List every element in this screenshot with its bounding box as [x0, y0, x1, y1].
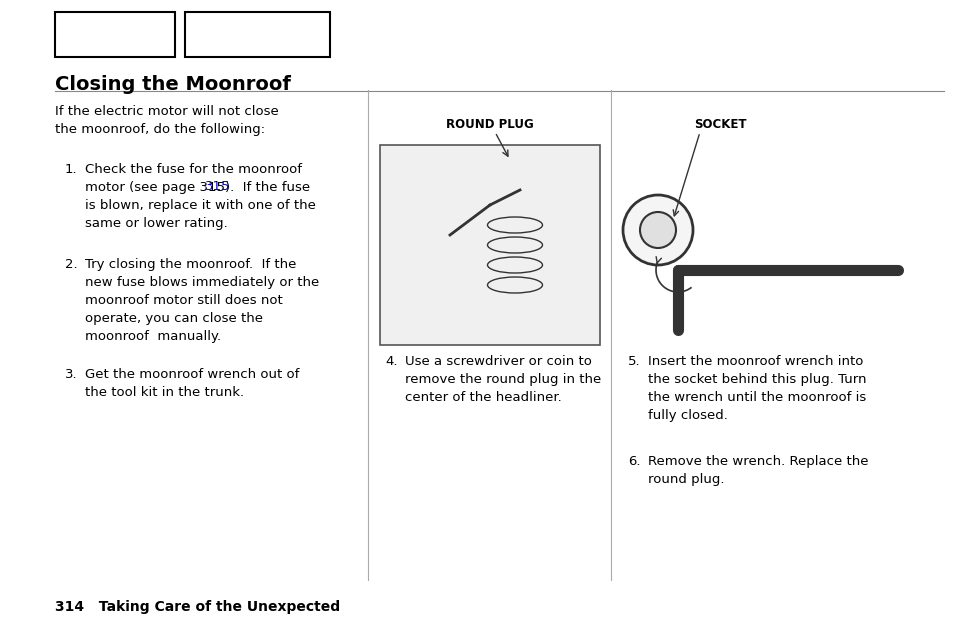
Circle shape — [639, 212, 676, 248]
Text: Insert the moonroof wrench into
the socket behind this plug. Turn
the wrench unt: Insert the moonroof wrench into the sock… — [647, 355, 865, 422]
Text: 314   Taking Care of the Unexpected: 314 Taking Care of the Unexpected — [55, 600, 340, 614]
FancyBboxPatch shape — [379, 145, 599, 345]
Text: Use a screwdriver or coin to
remove the round plug in the
center of the headline: Use a screwdriver or coin to remove the … — [405, 355, 600, 404]
Text: Closing the Moonroof: Closing the Moonroof — [55, 75, 291, 94]
Text: ROUND PLUG: ROUND PLUG — [446, 118, 534, 131]
Text: If the electric motor will not close
the moonroof, do the following:: If the electric motor will not close the… — [55, 105, 278, 136]
Text: Get the moonroof wrench out of
the tool kit in the trunk.: Get the moonroof wrench out of the tool … — [85, 368, 299, 399]
Text: 315: 315 — [205, 180, 231, 193]
Text: Remove the wrench. Replace the
round plug.: Remove the wrench. Replace the round plu… — [647, 455, 867, 486]
Text: Try closing the moonroof.  If the
new fuse blows immediately or the
moonroof mot: Try closing the moonroof. If the new fus… — [85, 258, 319, 343]
Text: 2.: 2. — [65, 258, 77, 271]
Text: 5.: 5. — [627, 355, 640, 368]
Text: SOCKET: SOCKET — [693, 118, 745, 131]
Circle shape — [622, 195, 692, 265]
FancyBboxPatch shape — [55, 12, 174, 57]
Text: 1.: 1. — [65, 163, 77, 176]
Text: Check the fuse for the moonroof
motor (see page 315).  If the fuse
is blown, rep: Check the fuse for the moonroof motor (s… — [85, 163, 315, 230]
Text: 3.: 3. — [65, 368, 77, 381]
FancyBboxPatch shape — [185, 12, 330, 57]
Text: 6.: 6. — [627, 455, 639, 468]
Text: 4.: 4. — [385, 355, 397, 368]
